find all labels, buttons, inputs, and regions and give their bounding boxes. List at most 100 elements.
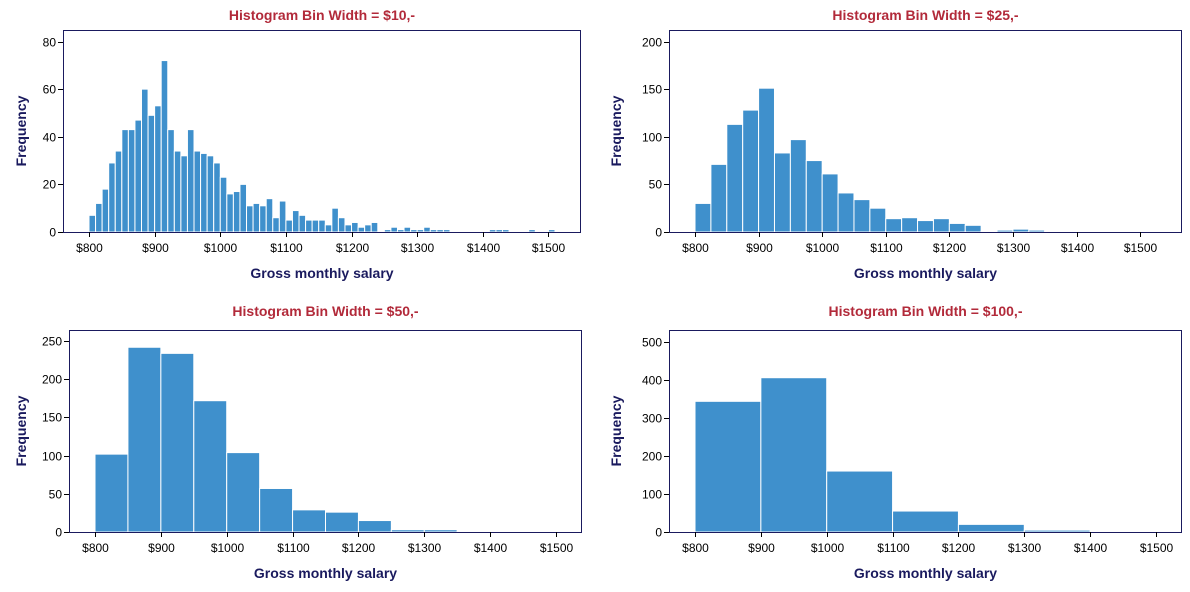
x-tick-label: $1200 <box>336 241 370 255</box>
y-tick-label: 100 <box>642 488 662 502</box>
histogram-bar <box>324 224 333 233</box>
histogram-bar <box>1012 228 1030 233</box>
plot-frame <box>669 330 1182 533</box>
histogram-bar <box>1023 529 1091 533</box>
histogram-bar <box>331 207 339 233</box>
histogram-bar <box>1076 230 1093 233</box>
histogram-bar <box>423 529 458 533</box>
histogram-bar <box>758 87 775 233</box>
plot-frame <box>63 30 581 233</box>
histogram-bar <box>285 219 293 233</box>
histogram-bar <box>134 119 143 233</box>
histogram-bar <box>193 150 202 233</box>
histogram-bar <box>403 226 412 233</box>
histogram-bar <box>1060 230 1078 233</box>
histogram-bar <box>869 207 887 233</box>
x-tick-label: $900 <box>148 541 175 555</box>
chart-title: Histogram Bin Width = $100,- <box>829 303 1023 319</box>
y-tick-label: 0 <box>655 226 662 240</box>
histogram-bar <box>760 377 828 533</box>
histogram-bar <box>213 162 221 233</box>
histogram-bar <box>101 188 110 233</box>
bar-series <box>94 346 557 533</box>
histogram-bar <box>141 88 149 233</box>
histogram-bar <box>265 198 274 233</box>
histogram-bar <box>252 202 261 233</box>
x-tick-label: $1400 <box>1074 541 1108 555</box>
histogram-bar <box>396 229 405 233</box>
y-axis-label: Frequency <box>13 395 29 466</box>
y-axis-label: Frequency <box>608 95 624 166</box>
histogram-bar <box>272 217 280 233</box>
histogram-bar <box>186 129 195 233</box>
histogram-bar <box>789 139 807 233</box>
y-tick-label: 200 <box>642 450 662 464</box>
y-tick-label: 0 <box>55 526 62 540</box>
histogram-bar <box>298 214 307 233</box>
histogram-bar <box>821 173 839 233</box>
x-tick-label: $1100 <box>270 241 303 255</box>
histogram-bar <box>167 129 175 233</box>
x-tick-label: $900 <box>748 541 775 555</box>
chart-title: Histogram Bin Width = $25,- <box>832 7 1019 23</box>
y-tick-label: 150 <box>42 411 62 425</box>
histogram-bar <box>528 229 536 233</box>
x-tick-label: $1300 <box>1008 541 1042 555</box>
chart-title: Histogram Bin Width = $50,- <box>232 303 419 319</box>
x-tick-label: $1100 <box>870 241 903 255</box>
histogram-bar <box>837 192 855 233</box>
x-tick-label: $1100 <box>877 541 910 555</box>
y-tick-label: 80 <box>43 36 57 50</box>
histogram-bar <box>1139 230 1157 233</box>
histogram-bar <box>957 523 1025 533</box>
histogram-bar <box>710 163 728 233</box>
histogram-bar <box>154 105 162 233</box>
x-tick-label: $1500 <box>1124 241 1158 255</box>
histogram-bar <box>805 160 823 233</box>
x-tick-label: $1200 <box>942 541 976 555</box>
histogram-bar <box>94 453 129 533</box>
histogram-bar <box>239 183 248 233</box>
histogram-bar <box>357 226 366 233</box>
histogram-bar <box>292 509 327 533</box>
histogram-bar <box>547 229 556 233</box>
histogram-bar <box>305 219 313 233</box>
histogram-bar <box>278 200 287 233</box>
y-tick-label: 100 <box>642 131 662 145</box>
histogram-panel-bin-10: Histogram Bin Width = $10,- 0 20 40 60 80 $800… <box>0 0 595 296</box>
histogram-bar <box>108 162 116 233</box>
histogram-bar <box>357 520 392 533</box>
histogram-bar <box>226 193 234 233</box>
y-tick-label: 50 <box>649 178 663 192</box>
histogram-bar <box>246 205 254 233</box>
y-tick-label: 0 <box>655 526 662 540</box>
x-tick-label: $1400 <box>1061 241 1095 255</box>
histogram-bar <box>121 129 129 233</box>
histogram-bar <box>193 400 228 533</box>
bar-series <box>694 377 1157 533</box>
histogram-bar <box>1044 230 1062 233</box>
histogram-bar <box>826 470 894 533</box>
y-tick-label: 500 <box>642 336 662 350</box>
histogram-bar <box>495 229 503 233</box>
histogram-bar <box>1091 230 1109 233</box>
y-tick-label: 200 <box>42 373 62 387</box>
histogram-bar <box>932 218 950 233</box>
histogram-bar <box>948 222 966 233</box>
x-tick-label: $1200 <box>342 541 376 555</box>
x-tick-label: $900 <box>746 241 773 255</box>
histogram-panel-bin-100: Histogram Bin Width = $100,- 0 100 200 300 40… <box>595 296 1190 592</box>
x-tick-label: $800 <box>76 241 103 255</box>
y-tick-label: 150 <box>642 83 662 97</box>
histogram-bar <box>917 220 934 233</box>
x-tick-label: $1300 <box>401 241 435 255</box>
y-axis-label: Frequency <box>13 95 29 166</box>
x-tick-label: $1000 <box>204 241 238 255</box>
histogram-bar <box>259 487 294 533</box>
histogram-bar <box>885 218 903 233</box>
histogram-panel-bin-50: Histogram Bin Width = $50,- 0 50 100 150 200 2… <box>0 296 595 592</box>
histogram-bar <box>259 205 267 233</box>
histogram-bar <box>853 199 871 233</box>
histogram-bar <box>892 510 959 533</box>
histogram-bar <box>318 219 326 233</box>
